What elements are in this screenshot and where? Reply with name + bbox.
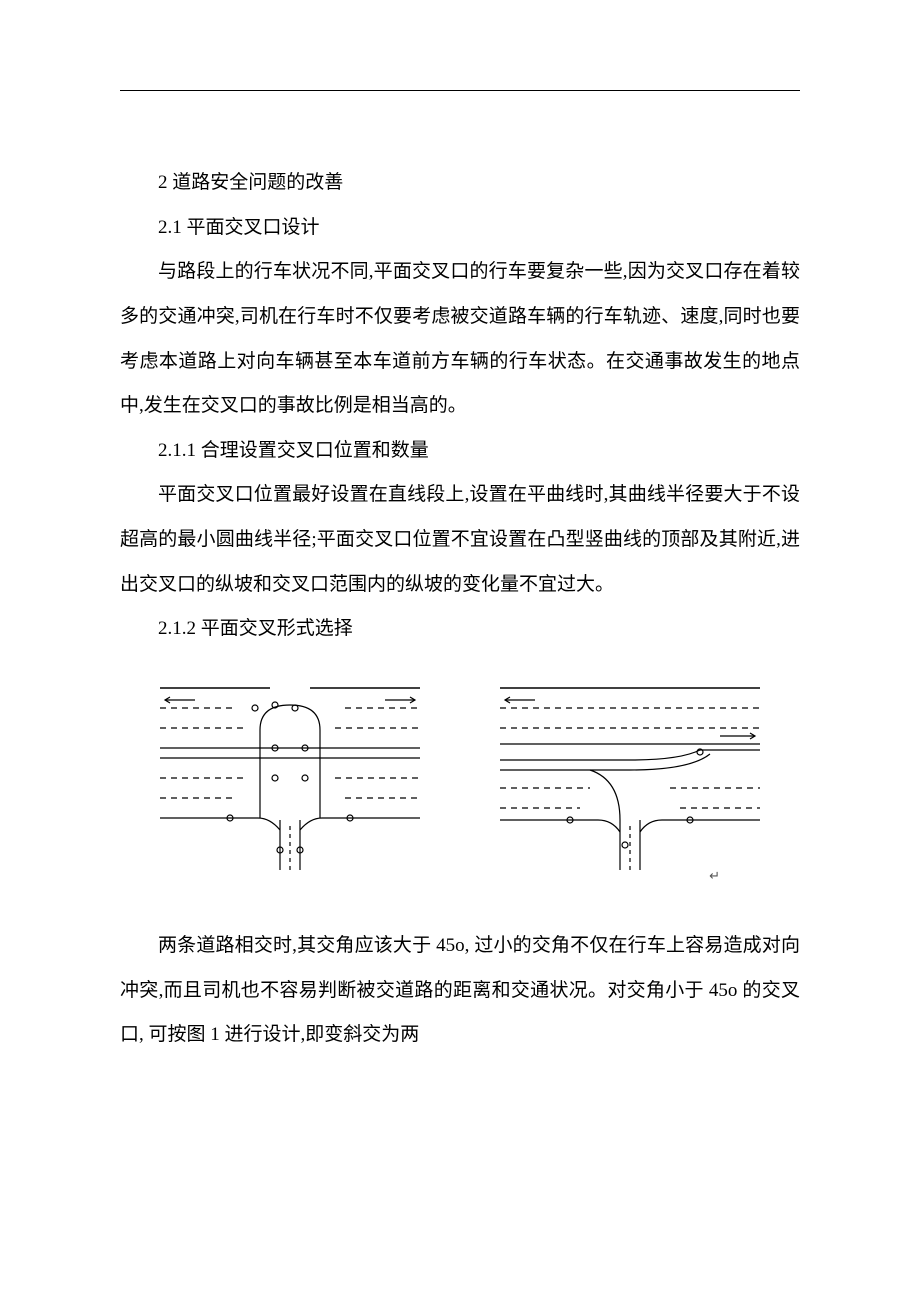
page-content: 2 道路安全问题的改善 2.1 平面交叉口设计 与路段上的行车状况不同,平面交叉… [0, 0, 920, 1118]
paragraph-1: 与路段上的行车状况不同,平面交叉口的行车要复杂一些,因为交叉口存在着较多的交通冲… [120, 250, 800, 429]
heading-2-1-1: 2.1.1 合理设置交叉口位置和数量 [120, 429, 800, 474]
heading-2-1: 2.1 平面交叉口设计 [120, 206, 800, 251]
paragraph-2: 平面交叉口位置最好设置在直线段上,设置在平曲线时,其曲线半径要大于不设超高的最小… [120, 473, 800, 607]
heading-2: 2 道路安全问题的改善 [120, 161, 800, 206]
heading-2-1-2: 2.1.2 平面交叉形式选择 [120, 607, 800, 652]
diagram-left [140, 670, 440, 880]
header-rule [120, 90, 800, 91]
paragraph-3: 两条道路相交时,其交角应该大于 45o, 过小的交角不仅在行车上容易造成对向冲突… [120, 924, 800, 1058]
diagram-row [120, 670, 800, 880]
diagram-right [480, 670, 780, 880]
